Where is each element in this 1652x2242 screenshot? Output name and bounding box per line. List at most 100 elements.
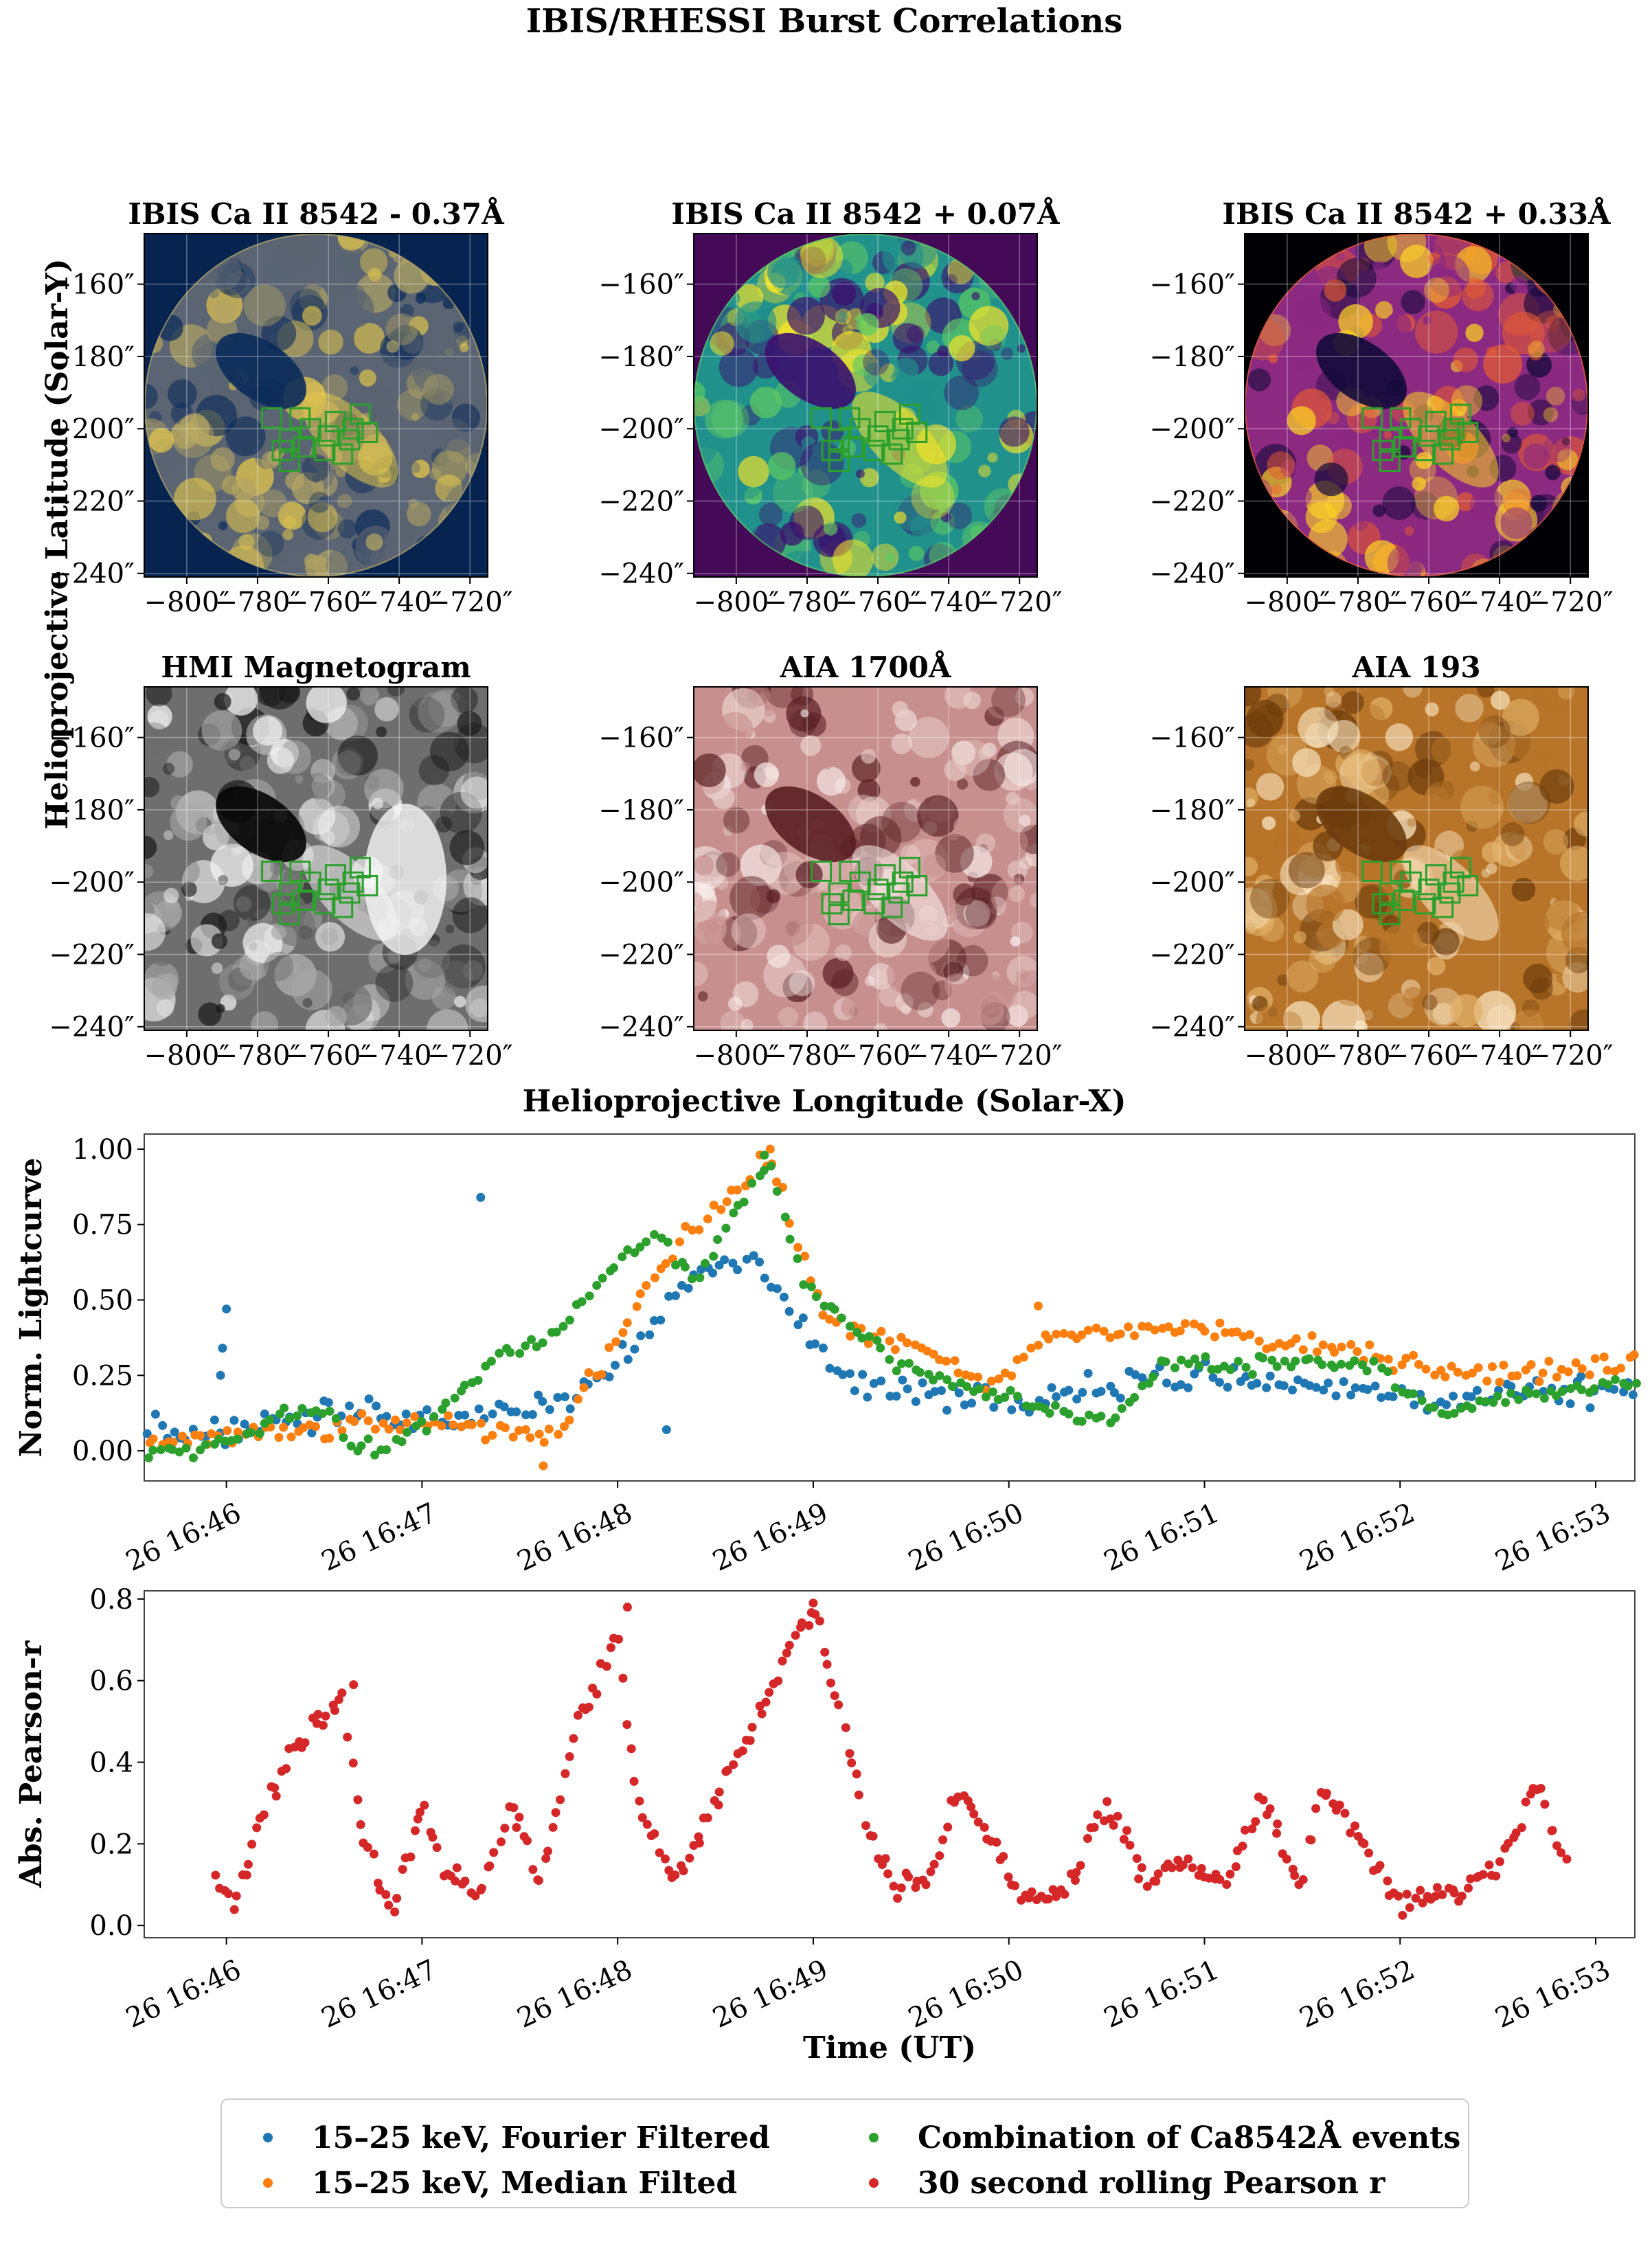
data-point	[1431, 1891, 1440, 1901]
data-point	[402, 1418, 411, 1428]
data-point	[460, 1877, 470, 1886]
data-point	[548, 1822, 558, 1832]
data-point	[1245, 1330, 1255, 1339]
data-point	[512, 1823, 521, 1833]
data-point	[1484, 1860, 1494, 1870]
data-point	[1251, 1817, 1260, 1826]
data-point	[999, 1852, 1008, 1861]
event-box	[1361, 407, 1383, 429]
event-box	[888, 429, 910, 451]
data-point	[1034, 1340, 1043, 1350]
data-point	[369, 1849, 378, 1859]
data-point	[1576, 1385, 1586, 1394]
event-box	[1425, 864, 1447, 886]
data-point	[1215, 1875, 1225, 1884]
data-point	[897, 1359, 907, 1368]
data-point	[700, 1258, 710, 1268]
y-tick-label: −200″	[598, 414, 684, 445]
data-point	[941, 1357, 951, 1366]
data-point	[554, 1429, 563, 1439]
data-point	[372, 1401, 381, 1411]
data-point	[1076, 1330, 1086, 1339]
data-point	[1442, 1400, 1451, 1409]
data-point	[1161, 1357, 1170, 1367]
data-point	[1258, 1795, 1268, 1804]
data-point	[1048, 1885, 1058, 1894]
data-point	[148, 1445, 158, 1455]
x-tick-label: −800″	[144, 1040, 229, 1072]
data-point	[883, 1869, 893, 1879]
data-point	[852, 1769, 861, 1779]
data-point	[1350, 1383, 1360, 1392]
shared-ylabel: Helioprojective Latitude (Solar-Y)	[40, 258, 75, 829]
data-point	[1473, 1363, 1483, 1372]
data-point	[598, 1273, 607, 1283]
data-point	[826, 1678, 835, 1688]
panel-frame	[1244, 686, 1589, 1031]
data-point	[565, 1752, 574, 1761]
data-point	[953, 1368, 963, 1378]
x-tick-label: −760″	[286, 1040, 372, 1072]
data-point	[174, 1447, 184, 1457]
data-point	[1552, 1841, 1562, 1850]
data-point	[1072, 1868, 1081, 1877]
data-point	[1365, 1340, 1374, 1350]
data-point	[921, 1880, 931, 1890]
data-point	[156, 1445, 166, 1455]
data-point	[681, 1221, 690, 1231]
data-point	[1397, 1360, 1407, 1370]
legend-item: Combination of Ca8542Å events	[869, 2119, 1460, 2155]
data-point	[670, 1870, 680, 1880]
data-point	[1329, 1363, 1339, 1372]
data-point	[1279, 1381, 1289, 1390]
data-point	[771, 1177, 781, 1187]
event-box	[278, 451, 300, 473]
data-point	[989, 1403, 999, 1412]
data-point	[144, 1453, 153, 1462]
data-point	[1506, 1388, 1516, 1398]
event-box	[324, 411, 346, 433]
data-point	[1504, 1838, 1513, 1848]
data-point	[1599, 1352, 1609, 1361]
data-point	[960, 1400, 969, 1409]
data-point	[584, 1702, 593, 1712]
data-point	[876, 1376, 886, 1385]
data-point	[1197, 1864, 1206, 1873]
data-point	[515, 1348, 525, 1358]
data-point	[811, 1292, 821, 1302]
data-point	[1430, 1370, 1440, 1380]
data-point	[845, 1749, 855, 1758]
data-point	[528, 1865, 538, 1875]
event-box	[1414, 440, 1436, 462]
y-tick-label: −180″	[598, 795, 684, 826]
data-point	[318, 1721, 328, 1730]
data-point	[729, 1760, 738, 1769]
data-point	[1311, 1383, 1321, 1392]
data-point	[1130, 1392, 1140, 1402]
data-point	[471, 1891, 480, 1901]
data-point	[714, 1800, 723, 1810]
data-point	[1557, 1848, 1566, 1857]
data-point	[611, 1361, 620, 1370]
data-point	[1027, 1887, 1037, 1896]
data-point	[1536, 1784, 1546, 1793]
data-point	[565, 1404, 575, 1414]
data-point	[382, 1445, 392, 1455]
data-point	[915, 1368, 925, 1377]
data-point	[1109, 1820, 1118, 1830]
data-point	[1026, 1344, 1036, 1353]
data-point	[1234, 1357, 1243, 1366]
x-tick-label: 26 16:50	[904, 1497, 1029, 1577]
data-point	[509, 1803, 519, 1813]
y-tick-label: −160″	[598, 269, 684, 301]
event-box	[888, 882, 910, 904]
data-point	[1225, 1869, 1235, 1879]
data-point	[1337, 1342, 1346, 1352]
data-point	[325, 1434, 335, 1443]
data-point	[760, 1273, 769, 1283]
event-box	[1432, 443, 1454, 465]
x-tick-label: −720″	[427, 1040, 513, 1072]
y-tick-label: 0.2	[89, 1828, 133, 1860]
data-point	[713, 1234, 723, 1244]
y-tick-label: −160″	[598, 723, 684, 754]
